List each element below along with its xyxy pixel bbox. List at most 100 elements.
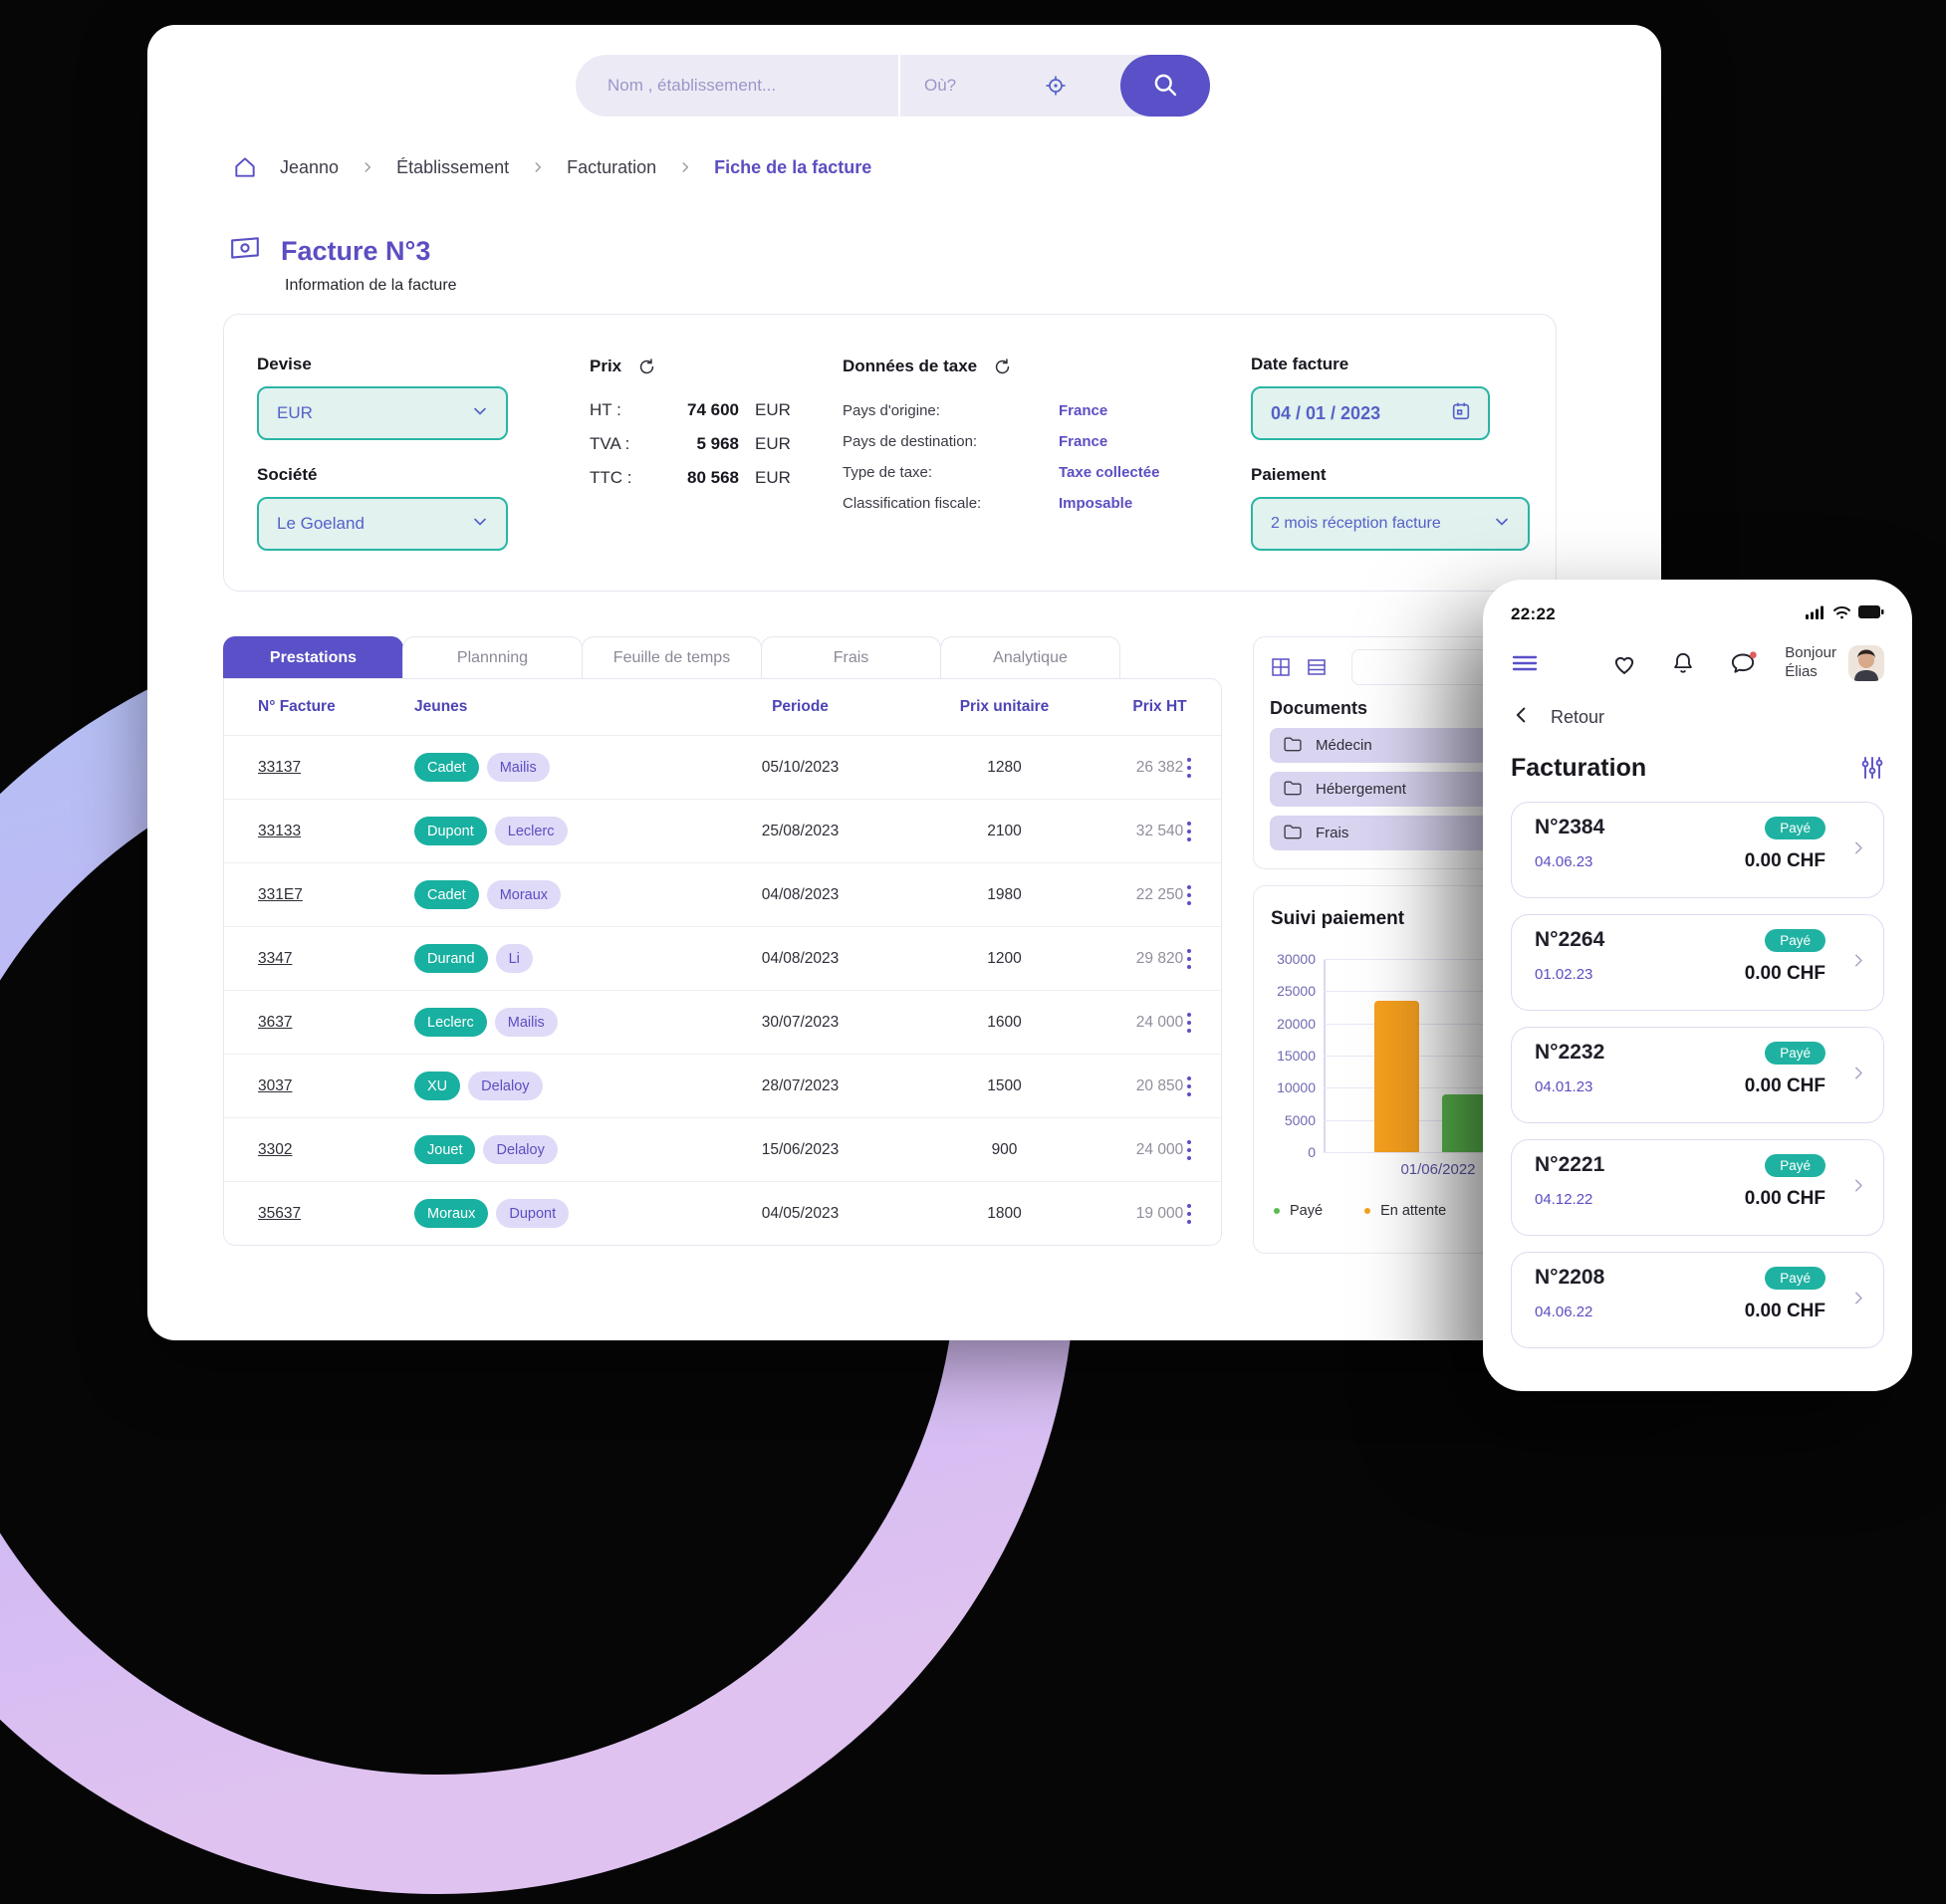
chevron-down-icon [1492,512,1512,537]
chevron-right-icon [1849,1174,1867,1201]
prix-unitaire-cell: 2100 [912,823,1096,840]
prix-unitaire-cell: 1500 [912,1077,1096,1095]
invoice-number: N°2221 [1535,1153,1604,1177]
jeune-tag: Durand [414,944,488,973]
table-header: N° FactureJeunesPeriodePrix unitairePrix… [224,679,1221,735]
prestations-table: N° FactureJeunesPeriodePrix unitairePrix… [223,678,1222,1246]
prix-ht-cell: 19 000 [1096,1205,1223,1223]
invoice-number-link[interactable]: 331E7 [258,886,303,903]
chart-y-tick-label: 30000 [1268,951,1316,967]
locate-icon[interactable] [1036,74,1076,98]
chevron-right-icon [361,160,374,174]
invoice-number-link[interactable]: 3037 [258,1077,292,1094]
search-button[interactable] [1120,55,1210,117]
invoice-card[interactable]: N°2384 Payé 04.06.23 0.00 CHF [1511,802,1884,898]
prix-label: Prix [590,357,621,376]
filter-sliders-icon[interactable] [1860,755,1884,781]
invoice-date: 04.12.22 [1535,1191,1592,1208]
chat-icon[interactable] [1728,650,1758,677]
taxe-row: Pays de destination: France [843,433,1159,450]
jeune-tag: Mailis [495,1008,558,1037]
invoice-number-link[interactable]: 3637 [258,1014,292,1031]
tab-feuille-de-temps[interactable]: Feuille de temps [582,636,762,678]
avatar[interactable] [1848,645,1884,681]
mobile-phone-overlay: 22:22 [1483,580,1912,1391]
search-input[interactable] [576,75,898,97]
grid-view-icon[interactable] [1270,656,1292,678]
invoice-card[interactable]: N°2264 Payé 01.02.23 0.00 CHF [1511,914,1884,1011]
prix-ht-cell: 24 000 [1096,1014,1223,1032]
invoice-card[interactable]: N°2232 Payé 04.01.23 0.00 CHF [1511,1027,1884,1123]
tab-bar: PrestationsPlannningFeuille de tempsFrai… [223,636,1119,678]
chart-y-tick-label: 0 [1268,1144,1316,1160]
chevron-right-icon [1849,836,1867,863]
hamburger-menu-icon[interactable] [1511,652,1539,674]
heart-icon[interactable] [1610,650,1638,676]
invoice-number-link[interactable]: 3347 [258,950,292,967]
breadcrumb-link-facturation[interactable]: Facturation [567,157,656,178]
back-label: Retour [1551,707,1604,728]
date-facture-value: 04 / 01 / 2023 [1271,403,1380,424]
chart-y-tick-label: 5000 [1268,1112,1316,1128]
refresh-icon[interactable] [993,357,1012,376]
row-menu-button[interactable] [1183,818,1195,845]
jeune-tag: Mailis [487,753,550,782]
tab-prestations[interactable]: Prestations [223,636,403,678]
row-menu-button[interactable] [1183,1200,1195,1228]
jeunes-tags: Jouet Delaloy [414,1135,688,1164]
devise-select[interactable]: EUR [257,386,508,440]
main-dashboard-card: JeannoÉtablissementFacturationFiche de l… [147,25,1661,1340]
invoice-number-link[interactable]: 33133 [258,823,301,839]
invoice-card[interactable]: N°2221 Payé 04.12.22 0.00 CHF [1511,1139,1884,1236]
invoice-number-link[interactable]: 33137 [258,759,301,776]
search-bar [576,55,1210,117]
table-row: 3302 Jouet Delaloy 15/06/2023 900 24 000 [224,1117,1221,1181]
bell-icon[interactable] [1670,650,1696,676]
invoice-number: N°2232 [1535,1041,1604,1065]
folder-label: Hébergement [1316,781,1406,798]
breadcrumb: JeannoÉtablissementFacturationFiche de l… [232,154,871,180]
jeune-tag: Delaloy [468,1071,542,1100]
periode-cell: 15/06/2023 [688,1141,912,1159]
invoice-number-link[interactable]: 35637 [258,1205,301,1222]
prix-ht-cell: 22 250 [1096,886,1223,904]
location-search-input[interactable] [900,75,1036,97]
societe-select[interactable]: Le Goeland [257,497,508,551]
tab-frais[interactable]: Frais [761,636,941,678]
date-facture-input[interactable]: 04 / 01 / 2023 [1251,386,1490,440]
taxe-row: Type de taxe: Taxe collectée [843,464,1159,481]
prix-unitaire-cell: 1280 [912,759,1096,777]
column-header-prix-ht: Prix HT [1096,698,1223,716]
row-menu-button[interactable] [1183,754,1195,782]
prix-row-value: 80 568 [647,468,739,488]
home-icon[interactable] [232,154,258,180]
table-row: 33137 Cadet Mailis 05/10/2023 1280 26 38… [224,735,1221,799]
greeting-text: Bonjour Élias [1785,644,1836,682]
prix-unitaire-cell: 1600 [912,1014,1096,1032]
breadcrumb-link-jeanno[interactable]: Jeanno [280,157,339,178]
chevron-right-icon [531,160,545,174]
breadcrumb-link-etablissement[interactable]: Établissement [396,157,509,178]
prix-unitaire-cell: 1200 [912,950,1096,968]
periode-cell: 05/10/2023 [688,759,912,777]
paiement-select[interactable]: 2 mois réception facture [1251,497,1530,551]
invoice-number-link[interactable]: 3302 [258,1141,292,1158]
periode-cell: 04/05/2023 [688,1205,912,1223]
tab-plannning[interactable]: Plannning [402,636,583,678]
row-menu-button[interactable] [1183,881,1195,909]
refresh-icon[interactable] [637,357,656,376]
row-menu-button[interactable] [1183,1136,1195,1164]
prix-unitaire-cell: 1980 [912,886,1096,904]
table-view-icon[interactable] [1306,656,1328,678]
jeune-tag: Leclerc [414,1008,487,1037]
row-menu-button[interactable] [1183,1009,1195,1037]
link-icon[interactable] [1190,910,1487,928]
jeunes-tags: Moraux Dupont [414,1199,688,1228]
row-menu-button[interactable] [1183,945,1195,973]
breadcrumb-items: JeannoÉtablissementFacturationFiche de l… [280,157,871,178]
row-menu-button[interactable] [1183,1072,1195,1100]
tab-analytique[interactable]: Analytique [940,636,1120,678]
invoice-card[interactable]: N°2208 Payé 04.06.22 0.00 CHF [1511,1252,1884,1348]
prix-row: TTC : 80 568 EUR [590,468,791,488]
back-button[interactable]: Retour [1511,705,1884,729]
